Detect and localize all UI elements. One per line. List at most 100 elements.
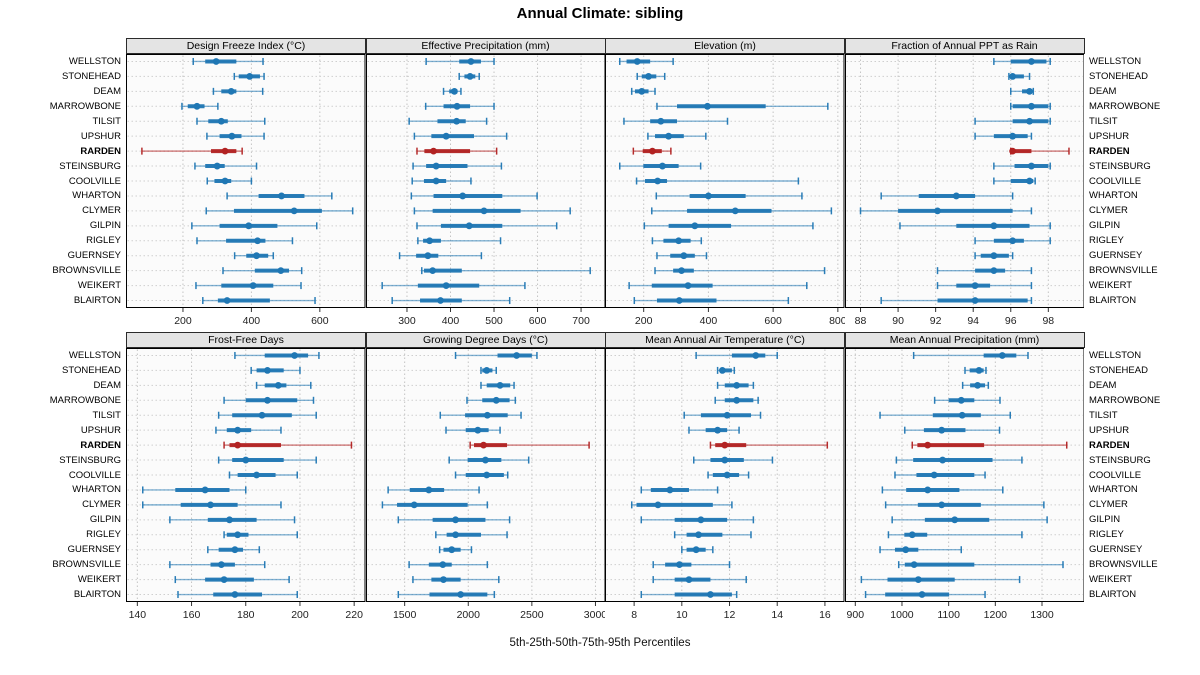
median-dot bbox=[442, 132, 450, 140]
median-dot bbox=[952, 192, 960, 200]
percentile-row-wellston bbox=[192, 57, 264, 65]
site-label-left-weikert: WEIKERT bbox=[77, 574, 121, 586]
percentile-row-coolville bbox=[893, 471, 986, 479]
median-dot bbox=[512, 352, 520, 359]
site-label-left-marrowbone: MARROWBONE bbox=[49, 100, 121, 112]
percentile-row-clymer bbox=[142, 501, 282, 509]
percentile-row-gilpin bbox=[640, 516, 755, 524]
median-dot bbox=[231, 591, 239, 598]
chart-title: Annual Climate: sibling bbox=[516, 5, 684, 22]
percentile-row-coolville bbox=[707, 471, 750, 479]
median-dot bbox=[465, 222, 473, 230]
median-dot bbox=[467, 58, 474, 65]
axis-tick-label: 1500 bbox=[392, 609, 416, 621]
percentile-row-stonehead bbox=[963, 366, 987, 374]
site-label-right-weikert: WEIKERT bbox=[1089, 280, 1133, 292]
site-label-right-blairton: BLAIRTON bbox=[1089, 295, 1137, 307]
site-label-left-gilpin: GILPIN bbox=[89, 514, 121, 526]
percentile-row-tilsit bbox=[878, 411, 1011, 419]
percentile-row-marrowbone bbox=[223, 396, 315, 404]
site-label-left-wellston: WELLSTON bbox=[68, 55, 121, 67]
median-dot bbox=[1025, 117, 1033, 125]
median-dot bbox=[723, 411, 731, 419]
percentile-row-gilpin bbox=[397, 516, 510, 524]
median-dot bbox=[657, 117, 665, 125]
percentile-row-blairton bbox=[640, 591, 738, 599]
percentile-row-guernsey bbox=[233, 252, 275, 260]
percentile-row-clymer bbox=[651, 207, 833, 215]
axis-tick-label: 220 bbox=[345, 609, 363, 621]
median-dot bbox=[680, 252, 688, 260]
median-dot bbox=[428, 267, 436, 275]
percentile-row-tilsit bbox=[623, 117, 729, 125]
panel-strip-growing-degree-days-c-: Growing Degree Days (°C) bbox=[365, 332, 606, 348]
median-dot bbox=[923, 486, 931, 494]
site-label-right-upshur: UPSHUR bbox=[1089, 130, 1130, 142]
percentile-row-steinsburg bbox=[895, 456, 1023, 464]
percentile-row-blairton bbox=[202, 297, 316, 305]
panel-plot: 900 1000 1100 1200 1300 bbox=[844, 348, 1084, 621]
percentile-row-deam bbox=[630, 87, 656, 95]
axis-tick-label: 600 bbox=[528, 315, 546, 327]
site-label-right-brownsville: BROWNSVILLE bbox=[1089, 265, 1158, 277]
median-dot bbox=[277, 267, 285, 275]
percentile-row-guernsey bbox=[398, 252, 482, 260]
axis-tick-label: 300 bbox=[398, 315, 416, 327]
percentile-row-stonehead bbox=[1007, 72, 1030, 80]
percentile-row-wharton bbox=[410, 192, 538, 200]
median-dot bbox=[253, 471, 260, 479]
median-dot bbox=[666, 486, 674, 494]
median-dot bbox=[1008, 73, 1016, 80]
median-dot bbox=[638, 87, 646, 95]
axis-tick-label: 1000 bbox=[890, 609, 914, 621]
median-dot bbox=[697, 516, 705, 524]
median-dot bbox=[466, 73, 473, 80]
percentile-row-wharton bbox=[879, 192, 1013, 200]
axis-tick-label: 10 bbox=[676, 609, 688, 621]
median-dot bbox=[223, 297, 231, 304]
median-dot bbox=[438, 561, 446, 569]
percentile-row-weikert bbox=[174, 576, 290, 584]
percentile-row-guernsey bbox=[973, 252, 1013, 260]
percentile-row-coolville bbox=[410, 177, 472, 185]
site-label-left-tilsit: TILSIT bbox=[92, 409, 121, 421]
median-dot bbox=[910, 561, 918, 569]
median-dot bbox=[221, 177, 229, 185]
percentile-row-gilpin bbox=[415, 222, 557, 230]
percentile-row-steinsburg bbox=[618, 162, 702, 170]
x-axis-label: 5th-25th-50th-75th-95th Percentiles bbox=[509, 637, 691, 649]
site-label-left-upshur: UPSHUR bbox=[80, 424, 121, 436]
percentile-row-guernsey bbox=[656, 252, 708, 260]
percentile-row-stonehead bbox=[250, 366, 301, 374]
median-dot bbox=[1025, 177, 1033, 185]
panel-plot: 8 10 12 14 16 bbox=[605, 348, 845, 621]
percentile-row-wellston bbox=[454, 351, 538, 359]
median-dot bbox=[684, 282, 692, 289]
median-dot bbox=[654, 501, 662, 509]
median-dot bbox=[432, 177, 440, 185]
median-dot bbox=[432, 162, 440, 170]
percentile-row-guernsey bbox=[438, 546, 472, 554]
median-dot bbox=[246, 73, 254, 80]
site-label-right-gilpin: GILPIN bbox=[1089, 514, 1121, 526]
percentile-row-rarden bbox=[223, 441, 353, 449]
median-dot bbox=[201, 486, 209, 494]
site-label-right-gilpin: GILPIN bbox=[1089, 220, 1121, 232]
percentile-row-brownsville bbox=[407, 561, 488, 569]
percentile-row-rarden bbox=[632, 147, 672, 155]
median-dot bbox=[950, 516, 958, 524]
median-dot bbox=[958, 411, 966, 419]
percentile-row-rarden bbox=[468, 441, 590, 449]
site-label-right-brownsville: BROWNSVILLE bbox=[1089, 559, 1158, 571]
percentile-row-weikert bbox=[411, 576, 500, 584]
site-label-right-rarden: RARDEN bbox=[1089, 145, 1130, 157]
percentile-row-wellston bbox=[618, 57, 674, 65]
percentile-row-blairton bbox=[390, 297, 510, 305]
median-dot bbox=[908, 531, 916, 539]
percentile-row-brownsville bbox=[420, 267, 591, 275]
percentile-row-rarden bbox=[709, 441, 829, 449]
percentile-row-tilsit bbox=[439, 411, 522, 419]
median-dot bbox=[733, 381, 741, 389]
percentile-row-upshur bbox=[647, 132, 707, 140]
median-dot bbox=[220, 576, 228, 583]
